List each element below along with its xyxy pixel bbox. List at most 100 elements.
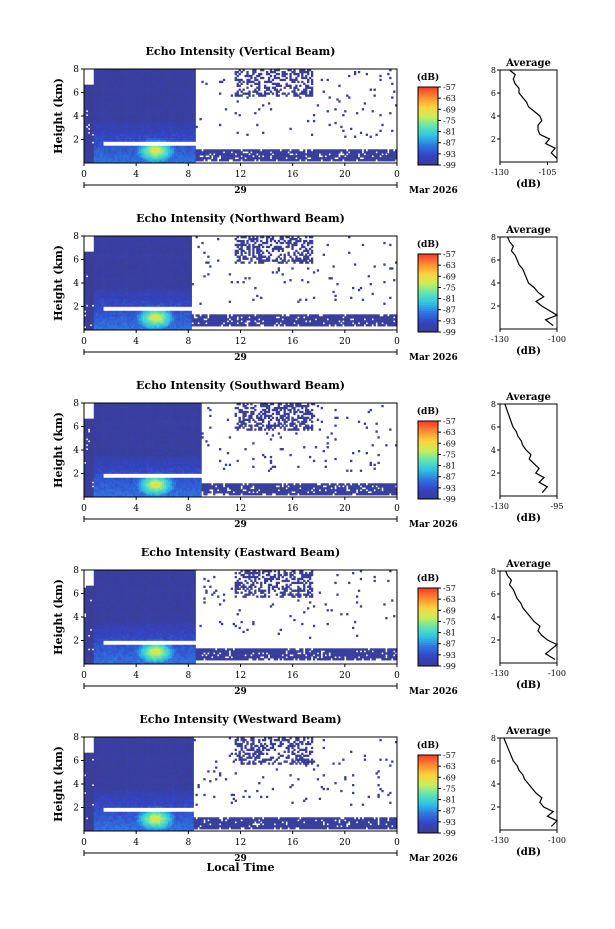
heatmap-cell bbox=[95, 151, 99, 154]
heatmap-cell bbox=[109, 121, 112, 125]
heatmap-cell bbox=[140, 147, 144, 150]
heatmap-cell bbox=[168, 116, 171, 119]
heatmap-cell bbox=[127, 147, 130, 150]
heatmap-cell bbox=[132, 123, 136, 127]
heatmap-cell bbox=[130, 96, 134, 99]
heatmap-cell bbox=[391, 129, 394, 133]
heatmap-cell bbox=[164, 112, 167, 115]
heatmap-cell bbox=[89, 112, 93, 115]
heatmap-cell bbox=[117, 88, 120, 91]
heatmap-cell bbox=[179, 157, 183, 160]
heatmap-cell bbox=[105, 155, 108, 158]
heatmap-cell bbox=[103, 147, 106, 150]
heatmap-cell bbox=[144, 157, 147, 160]
heatmap-cell bbox=[168, 112, 171, 115]
heatmap-cell bbox=[89, 102, 93, 105]
heatmap-cell bbox=[97, 139, 100, 142]
heatmap-cell bbox=[158, 139, 161, 142]
heatmap-cell bbox=[144, 125, 147, 129]
heatmap-cell bbox=[168, 133, 171, 136]
heatmap-cell bbox=[175, 161, 179, 164]
heatmap-cell bbox=[353, 70, 357, 74]
heatmap-cell bbox=[109, 104, 112, 107]
heatmap-cell bbox=[121, 147, 124, 150]
heatmap-cell bbox=[158, 145, 161, 148]
heatmap-cell bbox=[150, 78, 153, 82]
heatmap-cell bbox=[177, 129, 181, 133]
heatmap-cell bbox=[103, 112, 106, 115]
heatmap-cell bbox=[89, 133, 93, 136]
heatmap-cell bbox=[158, 149, 161, 152]
heatmap-cell bbox=[173, 100, 177, 103]
heatmap-cell bbox=[105, 104, 108, 107]
heatmap-cell bbox=[123, 149, 126, 152]
heatmap-cell bbox=[99, 127, 102, 131]
heatmap-cell bbox=[138, 119, 142, 123]
heatmap-cell bbox=[101, 98, 104, 101]
heatmap-cell bbox=[123, 143, 126, 146]
heatmap-cell bbox=[140, 88, 144, 91]
heatmap-cell bbox=[172, 76, 175, 80]
heatmap-cell bbox=[109, 141, 112, 144]
heatmap-cell bbox=[138, 69, 142, 72]
heatmap-cell bbox=[310, 78, 314, 82]
heatmap-cell bbox=[107, 149, 110, 152]
heatmap-cell bbox=[170, 80, 173, 84]
heatmap-cell bbox=[170, 98, 173, 101]
heatmap-cell bbox=[95, 139, 99, 142]
heatmap-cell bbox=[93, 98, 97, 101]
heatmap-cell bbox=[101, 129, 104, 133]
heatmap-cell bbox=[121, 92, 124, 95]
heatmap-cell bbox=[117, 112, 120, 115]
heatmap-cell bbox=[172, 117, 175, 121]
heatmap-cell bbox=[103, 74, 106, 78]
heatmap-cell bbox=[109, 78, 112, 82]
heatmap-cell bbox=[146, 72, 149, 76]
heatmap-cell bbox=[101, 70, 104, 74]
heatmap-cell bbox=[140, 159, 144, 162]
heatmap-cell bbox=[85, 161, 89, 164]
heatmap-cell bbox=[138, 112, 142, 115]
heatmap-cell bbox=[162, 84, 165, 87]
heatmap-cell bbox=[89, 137, 93, 140]
heatmap-cell bbox=[95, 153, 99, 156]
heatmap-cell bbox=[162, 90, 165, 93]
heatmap-cell bbox=[146, 114, 149, 117]
heatmap-cell bbox=[117, 145, 120, 148]
heatmap-cell bbox=[134, 135, 138, 138]
heatmap-cell bbox=[179, 145, 183, 148]
heatmap-cell bbox=[134, 76, 138, 80]
heatmap-cell bbox=[136, 86, 140, 89]
heatmap-cell bbox=[389, 76, 392, 80]
heatmap-cell bbox=[138, 70, 142, 74]
heatmap-cell bbox=[123, 141, 126, 144]
heatmap-cell bbox=[164, 82, 167, 86]
heatmap-cell bbox=[119, 145, 122, 148]
heatmap-cell bbox=[103, 110, 106, 113]
heatmap-cell bbox=[170, 86, 173, 89]
heatmap-cell bbox=[166, 123, 169, 127]
heatmap-cell bbox=[144, 155, 147, 158]
heatmap-cell bbox=[97, 153, 100, 156]
heatmap-cell bbox=[93, 149, 97, 152]
heatmap-cell bbox=[101, 86, 104, 89]
heatmap-cell bbox=[152, 127, 155, 131]
heatmap-cell bbox=[140, 104, 144, 107]
heatmap-cell bbox=[97, 96, 100, 99]
heatmap-cell bbox=[117, 135, 120, 138]
heatmap-cell bbox=[103, 117, 106, 121]
heatmap-cell bbox=[123, 127, 126, 131]
heatmap-cell bbox=[95, 86, 99, 89]
heatmap-cell bbox=[97, 127, 100, 131]
heatmap-cell bbox=[162, 123, 165, 127]
heatmap-cell bbox=[136, 88, 140, 91]
heatmap-cell bbox=[84, 153, 87, 156]
heatmap-cell bbox=[140, 94, 144, 97]
heatmap-cell bbox=[144, 161, 147, 164]
heatmap-cell bbox=[105, 88, 108, 91]
heatmap-cell bbox=[166, 94, 169, 97]
heatmap-cell bbox=[156, 78, 159, 82]
heatmap-cell bbox=[123, 121, 126, 125]
heatmap-cell bbox=[162, 137, 165, 140]
heatmap-cell bbox=[168, 141, 171, 144]
